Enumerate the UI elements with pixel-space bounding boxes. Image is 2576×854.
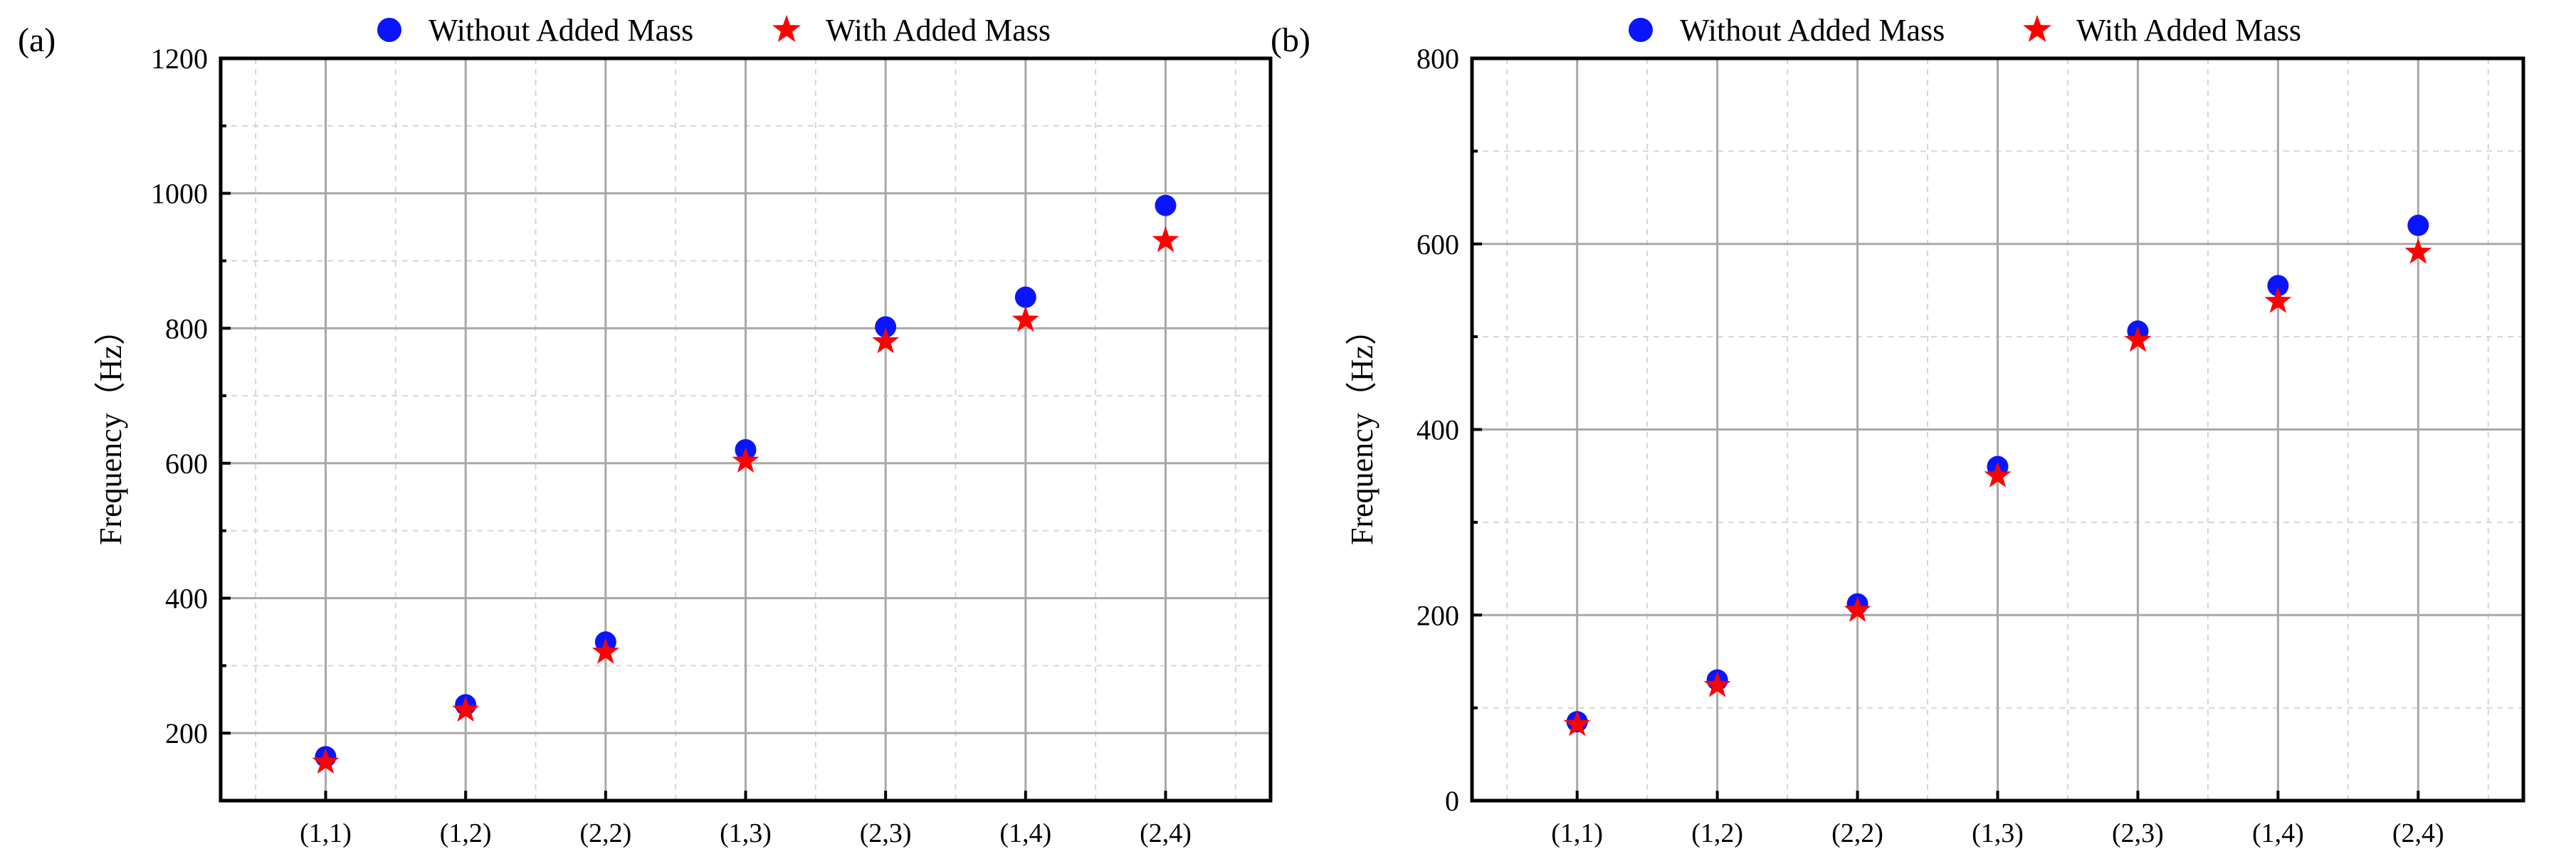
y-tick-label: 400 <box>165 583 208 615</box>
data-point-with-added-mass <box>592 638 619 664</box>
y-tick-label: 200 <box>1416 599 1459 631</box>
x-tick-label: (2,3) <box>860 818 912 848</box>
x-tick-label: (1,1) <box>300 818 352 848</box>
y-tick-label: 1200 <box>151 43 208 75</box>
legend-marker-without-added-mass <box>377 18 401 42</box>
legend: Without Added Mass With Added Mass <box>1629 13 2301 48</box>
data-point-with-added-mass <box>732 447 759 473</box>
legend-label-without-added-mass: Without Added Mass <box>1680 13 1945 48</box>
legend-marker-with-added-mass <box>2023 15 2051 42</box>
legend-marker-with-added-mass <box>772 15 801 42</box>
data-point-without-added-mass <box>2407 214 2429 236</box>
legend-label-with-added-mass: With Added Mass <box>826 13 1051 48</box>
y-axis-label: Frequency（Hz） <box>93 314 128 545</box>
x-tick-label: (2,3) <box>2112 818 2164 848</box>
y-tick-label: 600 <box>165 448 208 480</box>
x-tick-label: (2,2) <box>1831 818 1883 848</box>
x-tick-label: (1,4) <box>999 818 1051 848</box>
panel-label: (a) <box>18 21 56 59</box>
x-tick-label: (2,4) <box>1140 818 1192 848</box>
y-axis-label: Frequency（Hz） <box>1345 314 1379 545</box>
data-point-with-added-mass <box>2124 326 2152 352</box>
y-tick-label: 600 <box>1416 228 1459 260</box>
data-point-with-added-mass <box>1152 226 1179 253</box>
data-point-with-added-mass <box>452 695 480 722</box>
x-tick-label: (1,3) <box>1972 818 2024 848</box>
x-tick-label: (2,2) <box>579 818 631 848</box>
legend-marker-without-added-mass <box>1629 18 1653 42</box>
data-point-with-added-mass <box>1563 710 1591 737</box>
x-tick-label: (1,3) <box>720 818 772 848</box>
data-point-with-added-mass <box>2264 287 2292 313</box>
x-tick-label: (1,1) <box>1551 818 1603 848</box>
legend-label-without-added-mass: Without Added Mass <box>429 13 693 48</box>
data-point-with-added-mass <box>312 747 340 774</box>
data-point-with-added-mass <box>1011 305 1039 332</box>
y-tick-label: 400 <box>1416 414 1459 446</box>
x-tick-label: (1,2) <box>440 818 492 848</box>
legend: Without Added Mass With Added Mass <box>377 13 1051 48</box>
x-tick-label: (1,2) <box>1691 818 1743 848</box>
data-point-with-added-mass <box>1703 671 1731 697</box>
y-tick-label: 800 <box>165 312 208 344</box>
data-point-without-added-mass <box>875 316 897 338</box>
data-point-with-added-mass <box>1984 461 2012 487</box>
data-point-with-added-mass <box>1844 596 1871 622</box>
data-point-without-added-mass <box>2267 275 2289 297</box>
y-tick-label: 800 <box>1416 43 1459 75</box>
y-tick-label: 0 <box>1445 785 1459 817</box>
data-point-without-added-mass <box>1014 286 1036 308</box>
data-point-with-added-mass <box>872 327 900 354</box>
x-tick-label: (1,4) <box>2252 818 2304 848</box>
y-tick-label: 200 <box>165 717 208 749</box>
y-tick-label: 1000 <box>151 178 208 210</box>
data-point-without-added-mass <box>1155 194 1177 216</box>
x-tick-label: (2,4) <box>2392 818 2444 848</box>
chart-panel-a: 200 400 600 800 1000 1200 (1,1) (1,2) (2,2) (1,3)… <box>18 13 1273 848</box>
chart-panel-b: 0 200 400 600 800 (1,1) (1,2) (2,2) (1,3) (2,3) (1… <box>1271 13 2525 848</box>
legend-label-with-added-mass: With Added Mass <box>2076 13 2301 48</box>
panel-label: (b) <box>1271 21 1310 59</box>
data-point-with-added-mass <box>2404 238 2432 264</box>
